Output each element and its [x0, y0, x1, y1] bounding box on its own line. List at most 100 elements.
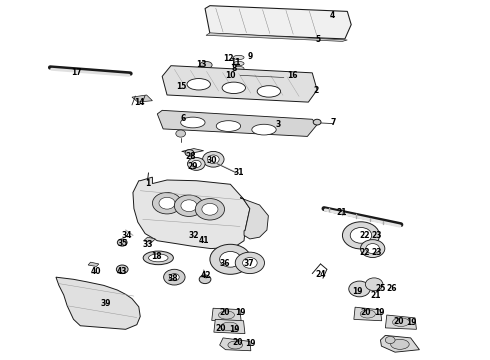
Text: 13: 13 [196, 60, 206, 69]
Text: 21: 21 [336, 208, 347, 217]
Text: 28: 28 [185, 152, 196, 161]
Ellipse shape [233, 66, 244, 71]
Text: 19: 19 [352, 287, 362, 296]
Text: 7: 7 [330, 118, 335, 127]
Text: 23: 23 [371, 248, 382, 257]
Text: 43: 43 [117, 267, 127, 276]
Circle shape [164, 269, 185, 285]
Circle shape [116, 265, 128, 274]
Text: 19: 19 [235, 308, 245, 317]
Text: 25: 25 [375, 284, 386, 293]
Polygon shape [56, 277, 140, 329]
Polygon shape [354, 307, 382, 321]
Text: 12: 12 [222, 54, 233, 63]
Circle shape [349, 281, 370, 297]
Text: 19: 19 [229, 325, 240, 334]
Circle shape [152, 193, 182, 214]
Text: 20: 20 [393, 316, 404, 325]
Polygon shape [167, 81, 184, 86]
Circle shape [366, 278, 383, 291]
Circle shape [117, 239, 127, 246]
Circle shape [196, 199, 224, 220]
Text: 33: 33 [142, 240, 153, 249]
Text: 20: 20 [361, 308, 371, 317]
Circle shape [210, 244, 251, 274]
Circle shape [174, 195, 203, 216]
Text: 2: 2 [313, 86, 318, 95]
Polygon shape [380, 336, 419, 352]
Circle shape [159, 197, 175, 209]
Text: 36: 36 [220, 260, 230, 269]
Circle shape [202, 203, 218, 215]
Polygon shape [240, 198, 269, 239]
Text: 17: 17 [72, 68, 82, 77]
Text: 41: 41 [198, 236, 209, 245]
Text: 42: 42 [201, 271, 211, 280]
Circle shape [202, 152, 224, 167]
Text: 22: 22 [359, 248, 369, 257]
Text: 14: 14 [134, 98, 145, 107]
Ellipse shape [228, 341, 243, 349]
Circle shape [343, 222, 379, 249]
Polygon shape [220, 338, 251, 351]
Polygon shape [144, 237, 155, 243]
Text: 38: 38 [168, 274, 178, 283]
Polygon shape [157, 111, 317, 136]
Circle shape [220, 251, 241, 267]
Ellipse shape [216, 121, 241, 131]
Polygon shape [212, 308, 241, 322]
Text: 30: 30 [207, 156, 217, 165]
Polygon shape [88, 262, 99, 266]
Circle shape [188, 157, 205, 170]
Text: 32: 32 [189, 231, 199, 240]
Ellipse shape [143, 251, 173, 265]
Circle shape [199, 275, 211, 284]
Text: 8: 8 [232, 64, 237, 73]
Ellipse shape [392, 318, 409, 327]
Text: 39: 39 [101, 299, 111, 308]
Circle shape [170, 274, 179, 281]
Text: 21: 21 [370, 291, 381, 300]
Ellipse shape [200, 62, 212, 68]
Ellipse shape [252, 124, 276, 135]
Circle shape [313, 119, 321, 125]
Text: 35: 35 [117, 239, 127, 248]
Ellipse shape [233, 55, 244, 60]
Text: 18: 18 [151, 252, 162, 261]
Circle shape [235, 252, 265, 274]
Text: 40: 40 [91, 267, 101, 276]
Polygon shape [162, 66, 317, 102]
Circle shape [385, 337, 395, 343]
Circle shape [185, 150, 194, 156]
Text: 20: 20 [232, 338, 243, 347]
Text: 20: 20 [216, 324, 226, 333]
Text: 34: 34 [122, 231, 132, 240]
Circle shape [243, 257, 257, 268]
Text: 37: 37 [244, 260, 254, 269]
Text: 11: 11 [230, 58, 241, 67]
Text: 15: 15 [176, 82, 187, 91]
Text: 19: 19 [245, 339, 256, 348]
Polygon shape [206, 33, 347, 41]
Text: 26: 26 [386, 284, 396, 293]
Text: 20: 20 [220, 308, 230, 317]
Polygon shape [133, 177, 250, 249]
Ellipse shape [181, 117, 205, 128]
Circle shape [192, 160, 201, 167]
Ellipse shape [233, 62, 244, 66]
Text: 4: 4 [330, 11, 335, 20]
Ellipse shape [219, 311, 235, 319]
Ellipse shape [222, 82, 245, 94]
Circle shape [176, 130, 186, 137]
Text: 16: 16 [288, 71, 298, 80]
Text: 22: 22 [359, 231, 369, 240]
Polygon shape [385, 315, 416, 329]
Text: 5: 5 [316, 36, 320, 45]
Text: 19: 19 [374, 309, 384, 318]
Circle shape [181, 200, 197, 212]
Ellipse shape [391, 339, 409, 349]
Ellipse shape [148, 254, 168, 262]
Polygon shape [205, 6, 351, 39]
Text: 23: 23 [371, 231, 382, 240]
Circle shape [366, 244, 379, 253]
